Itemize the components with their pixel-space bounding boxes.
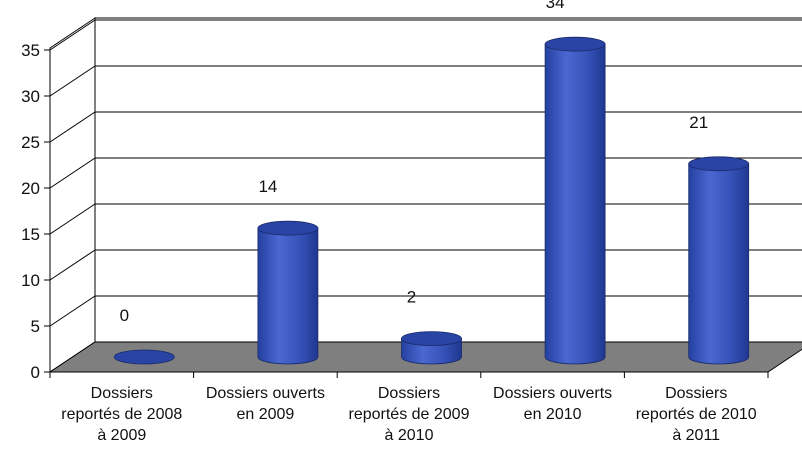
category-label-line: Dossiers	[665, 385, 727, 402]
data-labels: 0 14 2 34 21	[120, 0, 709, 325]
category-label-line: Dossiers	[91, 385, 153, 402]
category-label-line: à 2009	[97, 427, 146, 444]
bar-top	[113, 349, 175, 365]
bars	[113, 36, 750, 365]
y-tick-label: 10	[21, 271, 40, 290]
y-tick-label: 15	[21, 225, 40, 244]
category-label-line: en 2010	[524, 406, 582, 423]
data-label: 0	[120, 306, 129, 325]
gridline-side	[49, 295, 96, 327]
bar	[113, 349, 175, 365]
category-label-line: en 2009	[236, 406, 294, 423]
data-label: 2	[407, 288, 416, 307]
y-tick-label: 0	[31, 363, 40, 382]
category-label-line: à 2010	[385, 427, 434, 444]
data-label: 34	[546, 0, 565, 12]
bar	[544, 36, 606, 365]
y-tick-label: 35	[21, 41, 40, 60]
category-label: Dossiers ouverts en 2009	[206, 385, 325, 423]
bar	[401, 331, 462, 365]
bar-top	[544, 36, 606, 52]
bar-body	[688, 163, 750, 365]
category-label-line: reportés de 2010	[636, 406, 757, 423]
bar-body	[544, 43, 606, 365]
axes	[44, 48, 769, 378]
gridline-side	[49, 19, 96, 51]
y-tick-label: 30	[21, 87, 40, 106]
category-label-line: à 2011	[672, 427, 720, 444]
bar-top	[257, 220, 319, 236]
category-label-line: Dossiers ouverts	[206, 385, 325, 402]
bar-body	[257, 227, 319, 365]
category-label-line: Dossiers	[378, 385, 440, 402]
y-tick-label: 20	[21, 179, 40, 198]
category-label-line: reportés de 2009	[349, 406, 470, 423]
bar	[688, 156, 750, 365]
category-label: Dossiers reportés de 2010 à 2011	[636, 385, 757, 444]
y-axis-tick-labels: 0 5 10 15 20 25 30 35	[21, 41, 40, 382]
category-label: Dossiers ouverts en 2010	[493, 385, 612, 423]
gridline-side	[49, 203, 96, 235]
category-label-line: reportés de 2008	[61, 406, 182, 423]
category-label: Dossiers reportés de 2009 à 2010	[349, 385, 470, 444]
data-label: 21	[689, 113, 708, 132]
category-label-line: Dossiers ouverts	[493, 385, 612, 402]
category-labels: Dossiers reportés de 2008 à 2009 Dossiers o…	[61, 385, 756, 444]
gridline-side	[49, 65, 96, 97]
bar-top	[401, 331, 462, 347]
data-label: 14	[258, 177, 277, 196]
gridline-side	[49, 249, 96, 281]
category-label: Dossiers reportés de 2008 à 2009	[61, 385, 182, 444]
bar	[257, 220, 319, 365]
y-tick-label: 25	[21, 133, 40, 152]
gridline-side	[49, 111, 96, 143]
gridline-side	[49, 157, 96, 189]
y-tick-label: 5	[31, 317, 40, 336]
bar-top	[688, 156, 750, 172]
